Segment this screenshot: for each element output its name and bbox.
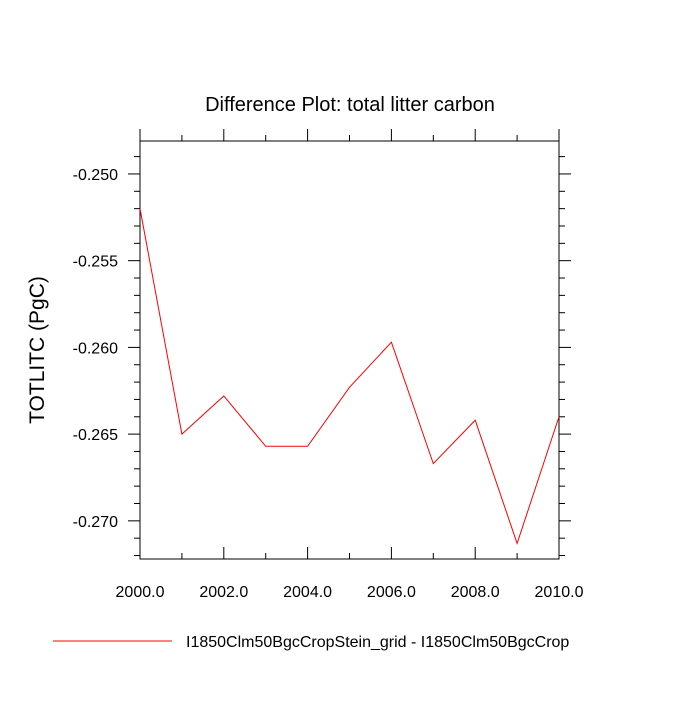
y-tick-label: -0.255 bbox=[73, 254, 118, 271]
y-tick-label: -0.265 bbox=[73, 427, 118, 444]
series-layer bbox=[140, 209, 559, 544]
x-tick-label: 2010.0 bbox=[535, 584, 584, 601]
y-tick-label: -0.260 bbox=[73, 340, 118, 357]
legend-label: I1850Clm50BgcCropStein_grid - I1850Clm50… bbox=[186, 634, 569, 651]
x-tick-label: 2008.0 bbox=[451, 584, 500, 601]
y-tick-label: -0.250 bbox=[73, 167, 118, 184]
x-tick-label: 2004.0 bbox=[283, 584, 332, 601]
y-axis-label: TOTLITC (PgC) bbox=[26, 276, 49, 424]
plot-frame bbox=[140, 141, 559, 559]
axes: 2000.0 2002.0 2004.0 2006.0 2008.0 2010.0 -0.2… bbox=[73, 129, 584, 601]
legend: I1850Clm50BgcCropStein_grid - I1850Clm50… bbox=[53, 634, 569, 651]
x-tick-label: 2000.0 bbox=[116, 584, 165, 601]
series-line bbox=[140, 209, 559, 544]
x-tick-label: 2002.0 bbox=[199, 584, 248, 601]
chart-title: Difference Plot: total litter carbon bbox=[205, 94, 495, 116]
y-tick-label: -0.270 bbox=[73, 514, 118, 531]
x-tick-label: 2006.0 bbox=[367, 584, 416, 601]
